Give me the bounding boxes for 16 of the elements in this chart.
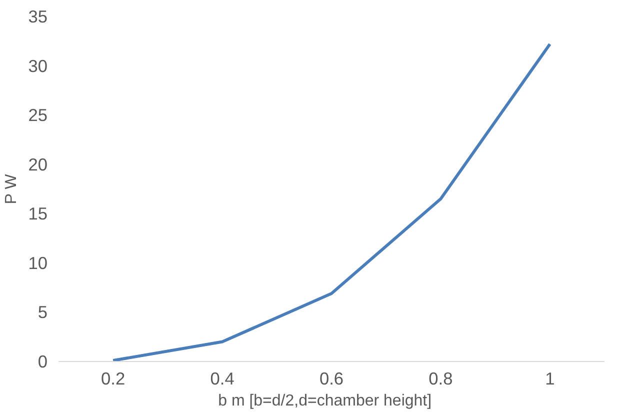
y-tick-label: 20 bbox=[28, 154, 48, 174]
y-axis-title: P W bbox=[3, 173, 20, 204]
x-tick-label: 0.6 bbox=[319, 368, 344, 388]
x-tick-label: 0.4 bbox=[210, 368, 235, 388]
x-tick-label: 0.2 bbox=[101, 368, 126, 388]
y-tick-label: 5 bbox=[38, 302, 48, 322]
y-tick-label: 25 bbox=[28, 105, 48, 126]
y-tick-label: 15 bbox=[28, 204, 48, 224]
line-series bbox=[112, 42, 552, 362]
y-tick-label: 35 bbox=[28, 6, 48, 26]
x-tick-label: 0.8 bbox=[428, 368, 453, 388]
x-axis-title: b m [b=d/2,d=chamber height] bbox=[218, 392, 432, 410]
y-tick-label: 10 bbox=[28, 252, 48, 273]
y-tick-label: 30 bbox=[28, 56, 48, 76]
x-tick-label: 1 bbox=[545, 368, 555, 388]
y-tick-label: 0 bbox=[38, 352, 48, 372]
